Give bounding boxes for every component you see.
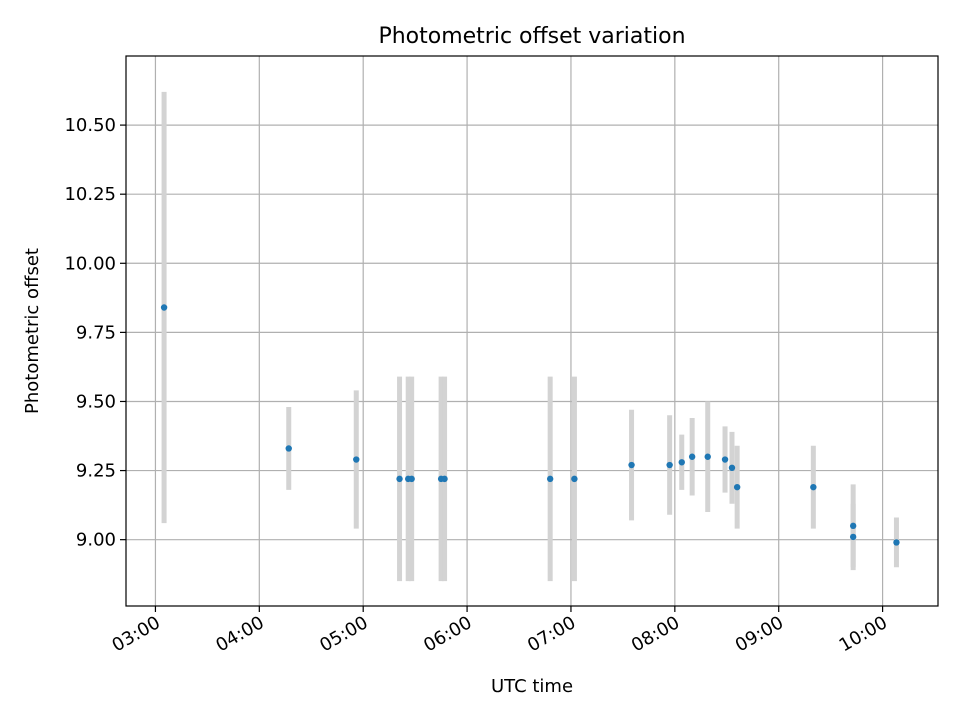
data-point — [728, 464, 736, 472]
y-tick-label: 10.50 — [64, 115, 116, 136]
y-tick-label: 10.25 — [64, 184, 116, 205]
data-point — [810, 483, 817, 491]
data-point — [666, 461, 673, 469]
data-point — [396, 475, 403, 483]
y-tick-label: 9.50 — [76, 391, 116, 412]
y-tick-label: 9.75 — [76, 322, 116, 343]
data-point — [893, 539, 900, 546]
data-point — [688, 453, 696, 460]
y-tick-label: 10.00 — [64, 253, 116, 274]
plot-frame — [125, 55, 939, 607]
y-tick-label: 9.25 — [76, 461, 116, 482]
y-tick-label: 9.00 — [76, 530, 116, 551]
data-point — [849, 533, 857, 541]
data-point — [285, 445, 292, 452]
data-point — [353, 456, 360, 463]
data-point — [721, 456, 729, 463]
data-point — [571, 475, 578, 483]
data-point — [441, 475, 448, 483]
data-point — [704, 453, 711, 460]
data-point — [546, 475, 554, 483]
y-axis-label: Photometric offset — [22, 248, 43, 414]
grid-lines — [126, 56, 938, 606]
chart-title: Photometric offset variation — [378, 24, 685, 49]
data-point — [628, 461, 635, 469]
data-point — [160, 304, 168, 311]
data-point — [678, 459, 685, 466]
data-points — [160, 304, 900, 546]
data-point — [849, 522, 857, 530]
data-point — [408, 475, 415, 483]
data-point — [733, 483, 741, 491]
x-axis-label: UTC time — [491, 676, 573, 697]
